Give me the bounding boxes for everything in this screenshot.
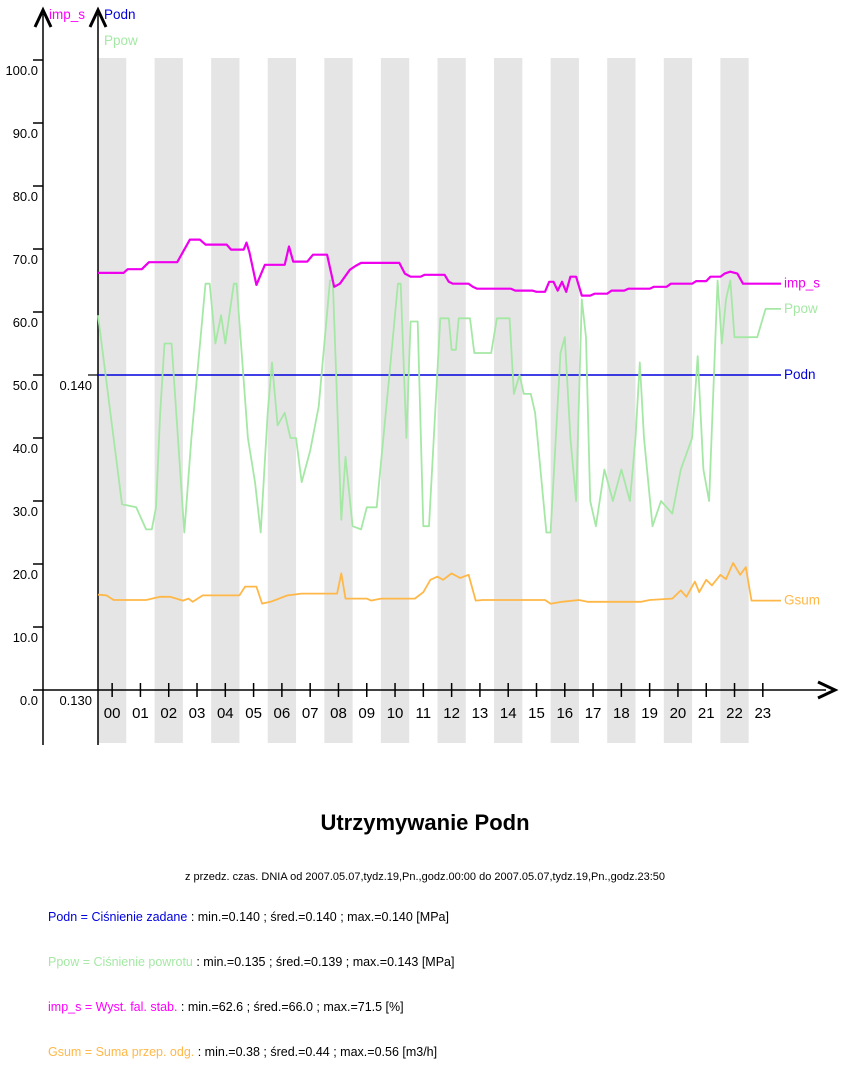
y-tick-label: 60.0	[13, 315, 38, 330]
legend-line-Gsum: Gsum = Suma przep. odg. : min.=0.38 ; śr…	[48, 1045, 454, 1077]
legend-line-imp_s: imp_s = Wyst. fal. stab. : min.=62.6 ; ś…	[48, 1000, 454, 1045]
hour-band	[607, 58, 636, 743]
legend-series-name: Gsum = Suma przep. odg.	[48, 1045, 195, 1059]
x-tick-label: 03	[189, 705, 206, 722]
y-tick-label: 100.0	[5, 63, 38, 78]
series-line-imp_s	[98, 238, 781, 297]
x-tick-label: 17	[585, 705, 602, 722]
hour-band	[720, 58, 749, 743]
series-label-imp_s: imp_s	[784, 276, 820, 291]
x-tick-label: 12	[443, 705, 460, 722]
chart-title: Utrzymywanie Podn	[320, 810, 530, 835]
x-tick-label: 07	[302, 705, 319, 722]
chart-plot: 0.0 10.0 20.0 30.0 40.0 50.0 60.0 70.0 80.0 90.0 1…	[5, 6, 839, 745]
hour-band	[211, 58, 240, 743]
right-axis-name-podn: Podn	[104, 7, 136, 22]
pressure-calibration-label: 0.130	[59, 693, 92, 708]
left-axis-arrow-icon	[33, 6, 53, 28]
hour-band	[550, 58, 579, 743]
series-label-Ppow: Ppow	[784, 301, 818, 316]
left-axis-name: imp_s	[49, 7, 85, 22]
x-tick-label: 18	[613, 705, 630, 722]
y-tick-label: 80.0	[13, 189, 38, 204]
legend-series-stats: : min.=0.135 ; śred.=0.139 ; max.=0.143 …	[192, 955, 455, 969]
legend-series-name: Podn = Ciśnienie zadane	[48, 910, 188, 924]
y-tick-label: 70.0	[13, 252, 38, 267]
legend-series-stats: : min.=0.38 ; śred.=0.44 ; max.=0.56 [m3…	[194, 1045, 438, 1059]
x-axis-arrow-icon	[817, 680, 839, 700]
y-tick-label: 0.0	[20, 693, 38, 708]
hour-band	[267, 58, 297, 743]
x-tick-label: 15	[528, 705, 545, 722]
y-tick-label: 30.0	[13, 504, 38, 519]
x-tick-label: 04	[217, 705, 234, 722]
x-tick-label: 02	[160, 705, 177, 722]
y-tick-label: 90.0	[13, 126, 38, 141]
x-tick-label: 21	[698, 705, 715, 722]
y-tick-label: 50.0	[13, 378, 38, 393]
series-line-Ppow	[97, 279, 781, 534]
legend-line-Podn: Podn = Ciśnienie zadane : min.=0.140 ; ś…	[48, 910, 454, 955]
pressure-calibration-label: 0.140	[59, 378, 92, 393]
x-tick-label: 06	[274, 705, 291, 722]
y-tick-label: 20.0	[13, 567, 38, 582]
x-tick-label: 00	[104, 705, 121, 722]
legend-series-name: imp_s = Wyst. fal. stab.	[48, 1000, 178, 1014]
series-label-Podn: Podn	[784, 367, 816, 382]
legend-series-stats: : min.=0.140 ; śred.=0.140 ; max.=0.140 …	[187, 910, 449, 924]
legend: Podn = Ciśnienie zadane : min.=0.140 ; ś…	[48, 910, 454, 1077]
x-tick-label: 05	[245, 705, 262, 722]
series-label-Gsum: Gsum	[784, 593, 820, 608]
hour-band	[663, 58, 693, 743]
hour-band	[98, 58, 127, 743]
x-tick-label: 13	[472, 705, 489, 722]
x-tick-label: 19	[641, 705, 658, 722]
x-tick-label: 20	[670, 705, 687, 722]
series-line-Gsum	[97, 562, 781, 605]
chart-subtitle: z przedz. czas. DNIA od 2007.05.07,tydz.…	[184, 871, 666, 883]
x-tick-label: 08	[330, 705, 347, 722]
x-tick-label: 22	[726, 705, 743, 722]
right-axis-arrow-icon	[88, 6, 108, 28]
right-axis-name-ppow: Ppow	[104, 33, 138, 48]
y-tick-label: 40.0	[13, 441, 38, 456]
x-tick-label: 23	[754, 705, 771, 722]
x-tick-label: 01	[132, 705, 149, 722]
hour-band	[324, 58, 353, 743]
legend-line-Ppow: Ppow = Ciśnienie powrotu : min.=0.135 ; …	[48, 955, 454, 1000]
legend-series-name: Ppow = Ciśnienie powrotu	[48, 955, 193, 969]
x-tick-label: 11	[416, 705, 432, 722]
legend-series-stats: : min.=62.6 ; śred.=66.0 ; max.=71.5 [%]	[177, 1000, 404, 1014]
hour-band	[494, 58, 523, 743]
y-tick-label: 10.0	[13, 630, 38, 645]
x-tick-label: 14	[500, 705, 517, 722]
hour-band	[437, 58, 466, 743]
x-tick-label: 16	[556, 705, 573, 722]
hour-band	[154, 58, 183, 743]
x-tick-label: 09	[358, 705, 375, 722]
x-tick-label: 10	[387, 705, 404, 722]
